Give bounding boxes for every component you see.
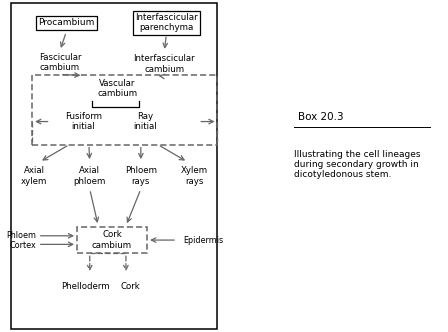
- Text: Xylem
rays: Xylem rays: [181, 166, 207, 186]
- Bar: [11, 3, 217, 329]
- Text: Fusiform
initial: Fusiform initial: [65, 112, 102, 131]
- Text: Illustrating the cell lineages
during secondary growth in
dicotyledonous stem.: Illustrating the cell lineages during se…: [294, 149, 421, 179]
- Text: Epidermis: Epidermis: [183, 236, 224, 245]
- Text: Interfascicular
parenchyma: Interfascicular parenchyma: [135, 13, 198, 33]
- Text: Procambium: Procambium: [38, 18, 95, 27]
- Bar: [32, 75, 217, 145]
- Bar: [77, 227, 147, 253]
- Text: Interfascicular
cambium: Interfascicular cambium: [134, 54, 195, 74]
- Text: Ray
initial: Ray initial: [134, 112, 157, 131]
- Text: Phelloderm: Phelloderm: [61, 282, 110, 291]
- Text: Cork
cambium: Cork cambium: [92, 230, 132, 250]
- Text: Cork: Cork: [121, 282, 140, 291]
- Text: Axial
xylem: Axial xylem: [21, 166, 47, 186]
- Text: Phloem: Phloem: [7, 231, 36, 240]
- Text: Cortex: Cortex: [10, 240, 36, 250]
- Text: Box 20.3: Box 20.3: [298, 112, 344, 122]
- Text: Fascicular
cambium: Fascicular cambium: [39, 52, 81, 72]
- Text: Axial
phloem: Axial phloem: [73, 166, 106, 186]
- Text: Phloem
rays: Phloem rays: [125, 166, 157, 186]
- Text: Vascular
cambium: Vascular cambium: [97, 79, 138, 98]
